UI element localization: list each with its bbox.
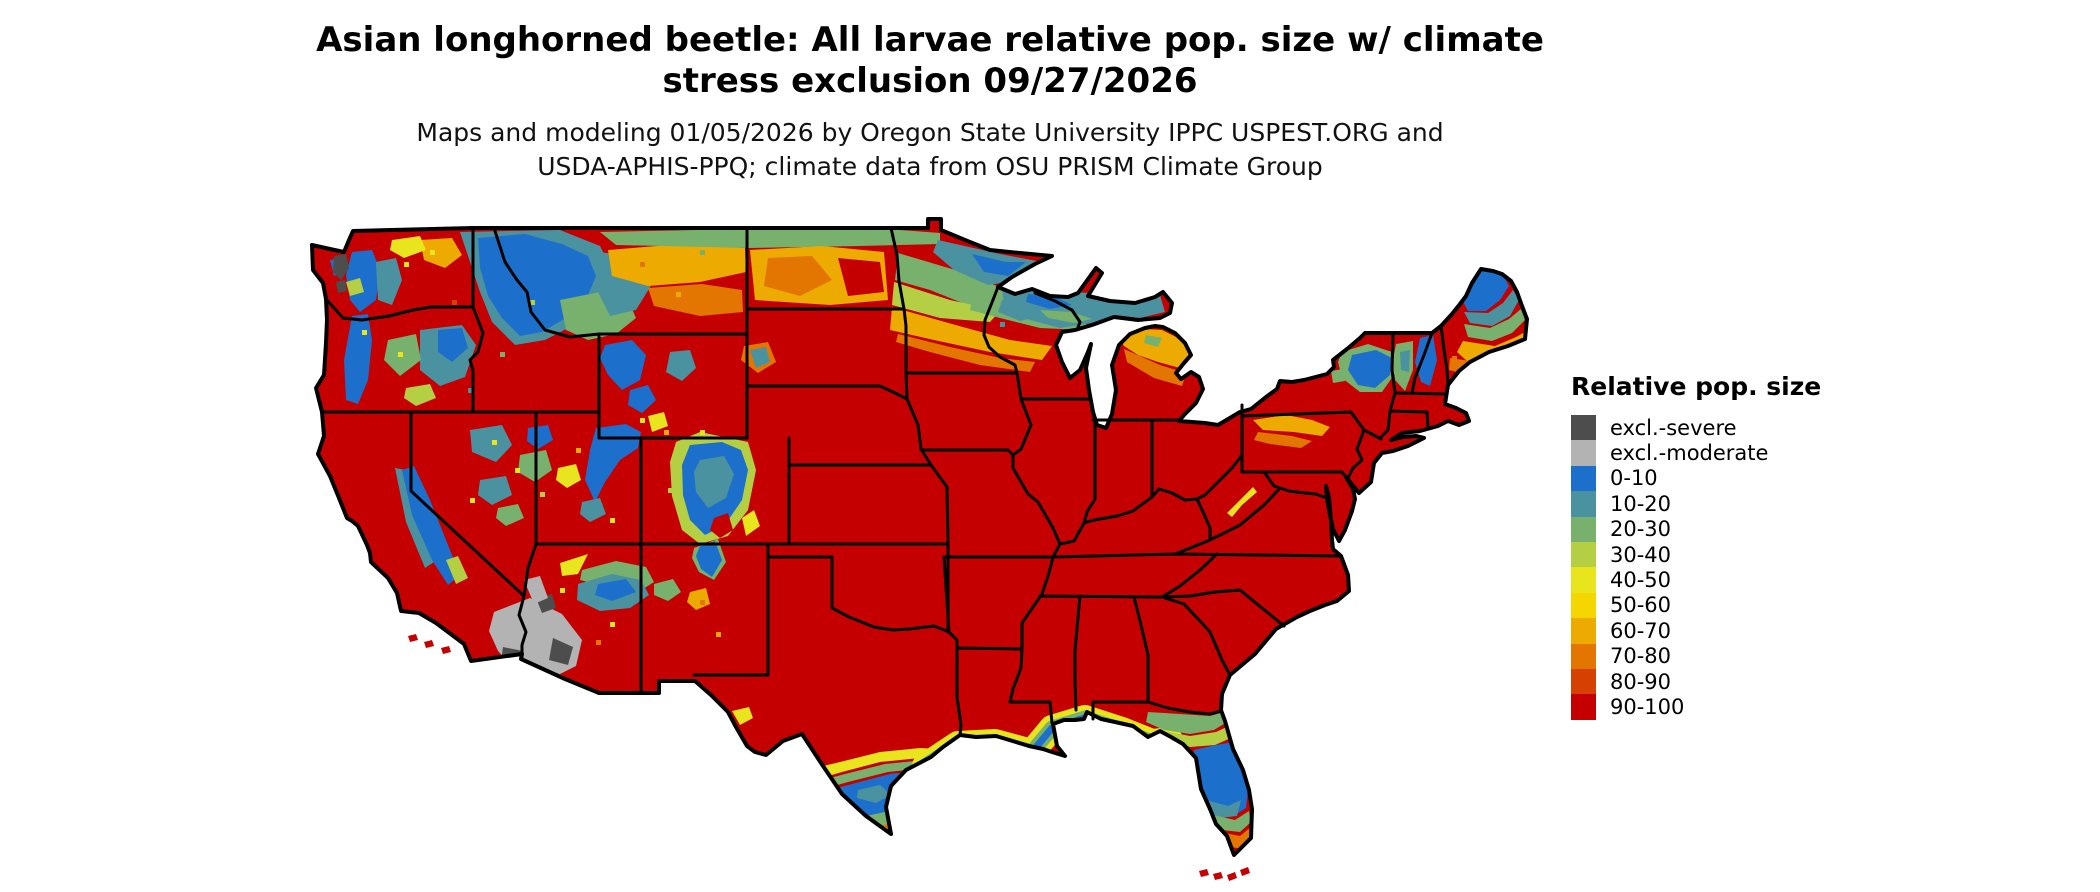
legend-label: 90-100 (1610, 694, 1685, 719)
legend-item: 10-20 (1571, 491, 1871, 517)
legend-label: 50-60 (1610, 593, 1672, 618)
legend-swatch-excl-severe (1571, 415, 1596, 441)
legend-item: 60-70 (1571, 618, 1871, 644)
legend-item: excl.-severe (1571, 415, 1871, 441)
legend-swatch-70-80 (1571, 643, 1596, 669)
legend-swatch-20-30 (1571, 516, 1596, 542)
state-borders (320, 226, 1450, 737)
legend-item: excl.-moderate (1571, 440, 1871, 466)
map-title: Asian longhorned beetle: All larvae rela… (310, 20, 1550, 102)
legend-item: 50-60 (1571, 592, 1871, 619)
legend-title: Relative pop. size (1571, 372, 1822, 401)
legend-swatch-excl-moderate (1571, 440, 1596, 466)
legend-item: 90-100 (1571, 694, 1871, 720)
conus-outline (310, 217, 1529, 857)
legend-swatch-30-40 (1571, 541, 1596, 568)
legend-label: 70-80 (1610, 644, 1672, 669)
map-subtitle-line1: Maps and modeling 01/05/2026 by Oregon S… (416, 118, 1444, 147)
legend-swatch-40-50 (1571, 567, 1596, 593)
legend-label: 10-20 (1610, 491, 1672, 516)
legend-label: 30-40 (1610, 542, 1672, 567)
legend-item: 0-10 (1571, 465, 1871, 492)
legend-swatch-0-10 (1571, 465, 1596, 492)
offshore-islands (408, 634, 1250, 881)
legend-swatch-90-100 (1571, 694, 1596, 720)
legend-swatch-60-70 (1571, 618, 1596, 644)
legend-item: 30-40 (1571, 541, 1871, 568)
legend-item: 70-80 (1571, 643, 1871, 669)
map-title-line2: stress exclusion 09/27/2026 (662, 61, 1198, 101)
legend: Relative pop. size excl.-severe excl.-mo… (1571, 372, 1871, 720)
legend-item: 40-50 (1571, 567, 1871, 593)
map-subtitle: Maps and modeling 01/05/2026 by Oregon S… (310, 116, 1550, 184)
legend-label: 0-10 (1610, 466, 1658, 491)
legend-swatch-80-90 (1571, 668, 1596, 695)
legend-label: 20-30 (1610, 517, 1672, 542)
legend-label: 40-50 (1610, 568, 1672, 593)
legend-item: 20-30 (1571, 516, 1871, 542)
legend-label: excl.-moderate (1610, 441, 1769, 466)
us-map (290, 210, 1570, 892)
speckles (362, 250, 1457, 645)
legend-swatch-10-20 (1571, 491, 1596, 517)
legend-item: 80-90 (1571, 668, 1871, 695)
map-subtitle-line2: USDA-APHIS-PPQ; climate data from OSU PR… (537, 152, 1323, 181)
legend-label: excl.-severe (1610, 415, 1737, 440)
us-map-graphic (310, 217, 1529, 881)
map-title-line1: Asian longhorned beetle: All larvae rela… (316, 20, 1544, 60)
legend-label: 60-70 (1610, 618, 1672, 643)
legend-label: 80-90 (1610, 669, 1672, 694)
legend-swatch-50-60 (1571, 592, 1596, 619)
